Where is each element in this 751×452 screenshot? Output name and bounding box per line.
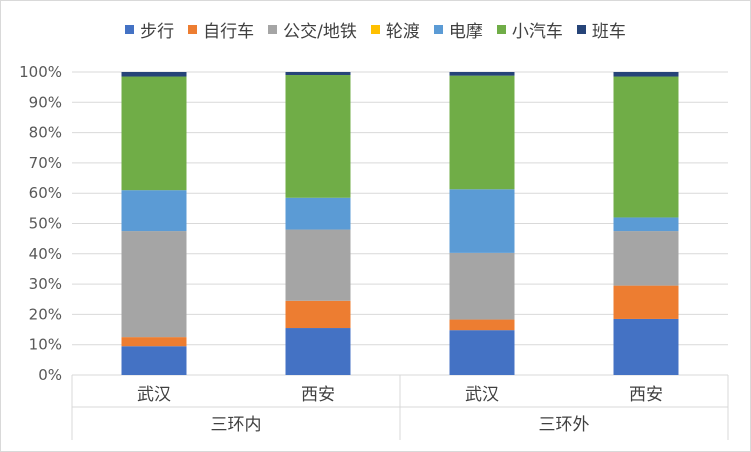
y-tick-label: 0% — [38, 366, 62, 384]
legend-label: 轮渡 — [385, 21, 420, 42]
legend-swatch — [496, 24, 506, 34]
legend-item: 小汽车 — [496, 17, 563, 42]
y-tick-label: 20% — [29, 305, 62, 323]
bar-segment — [613, 76, 679, 218]
y-tick-label: 60% — [29, 184, 62, 202]
legend-item: 自行车 — [188, 17, 254, 42]
bar-segment — [613, 231, 679, 286]
y-tick-label: 90% — [29, 93, 62, 111]
x-category-label: 武汉 — [465, 385, 499, 405]
bar-segment — [449, 75, 515, 190]
bar-segment — [121, 72, 187, 77]
bar-segment — [285, 72, 351, 76]
legend-label: 班车 — [591, 21, 626, 42]
y-tick-label: 40% — [29, 245, 62, 263]
bar-segment — [613, 72, 679, 77]
x-category-label: 武汉 — [137, 385, 171, 405]
y-tick-label: 70% — [29, 154, 62, 172]
bar-segment — [285, 300, 351, 329]
bar-segment — [449, 319, 515, 331]
legend-item: 轮渡 — [370, 17, 420, 42]
bar-segment — [121, 231, 187, 338]
legend-swatch — [576, 24, 586, 34]
bar-segment — [285, 229, 351, 301]
bar-segment — [613, 285, 679, 319]
legend-swatch — [433, 24, 443, 34]
x-group-label: 三环内 — [211, 415, 262, 435]
legend-item: 步行 — [125, 17, 174, 42]
x-category-label: 西安 — [629, 385, 663, 405]
legend-label: 步行 — [140, 21, 175, 42]
bar-segment — [449, 72, 515, 76]
bar-segment — [121, 346, 187, 375]
legend-item: 公交/地铁 — [268, 17, 357, 42]
legend-item: 电摩 — [433, 17, 483, 42]
legend-label: 自行车 — [203, 21, 255, 42]
y-tick-label: 80% — [29, 124, 62, 142]
bar-segment — [285, 197, 351, 230]
bar-segment — [613, 217, 679, 232]
y-tick-label: 50% — [29, 215, 62, 233]
bar-segment — [449, 252, 515, 320]
bar-segment — [121, 190, 187, 232]
bar-segment — [449, 330, 515, 375]
legend-item: 班车 — [576, 17, 626, 42]
legend: 步行 自行车 公交/地铁 轮渡 电摩 小汽车 班车 — [0, 14, 751, 44]
legend-swatch — [188, 24, 198, 34]
legend-label: 公交/地铁 — [283, 21, 357, 42]
legend-label: 电摩 — [448, 21, 483, 42]
bar-segment — [449, 189, 515, 253]
x-category-label: 西安 — [301, 385, 335, 405]
y-tick-label: 100% — [19, 63, 62, 81]
y-tick-label: 30% — [29, 275, 62, 293]
legend-swatch — [370, 24, 380, 34]
bar-segment — [121, 337, 187, 347]
y-tick-label: 10% — [29, 336, 62, 354]
bar-segment — [121, 76, 187, 191]
legend-swatch — [268, 24, 278, 34]
legend-swatch — [125, 24, 135, 34]
bar-segment — [285, 328, 351, 375]
x-group-label: 三环外 — [539, 415, 590, 435]
bar-segment — [613, 318, 679, 375]
bar-segment — [285, 75, 351, 198]
legend-label: 小汽车 — [511, 21, 563, 42]
